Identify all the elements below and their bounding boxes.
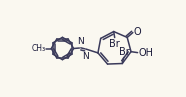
Text: CH₃: CH₃ — [31, 44, 46, 53]
Text: N: N — [77, 37, 84, 46]
Text: Br: Br — [110, 39, 120, 48]
Text: Br: Br — [118, 47, 129, 57]
Text: OH: OH — [138, 48, 153, 58]
Text: N: N — [82, 52, 89, 61]
Text: O: O — [134, 27, 141, 37]
